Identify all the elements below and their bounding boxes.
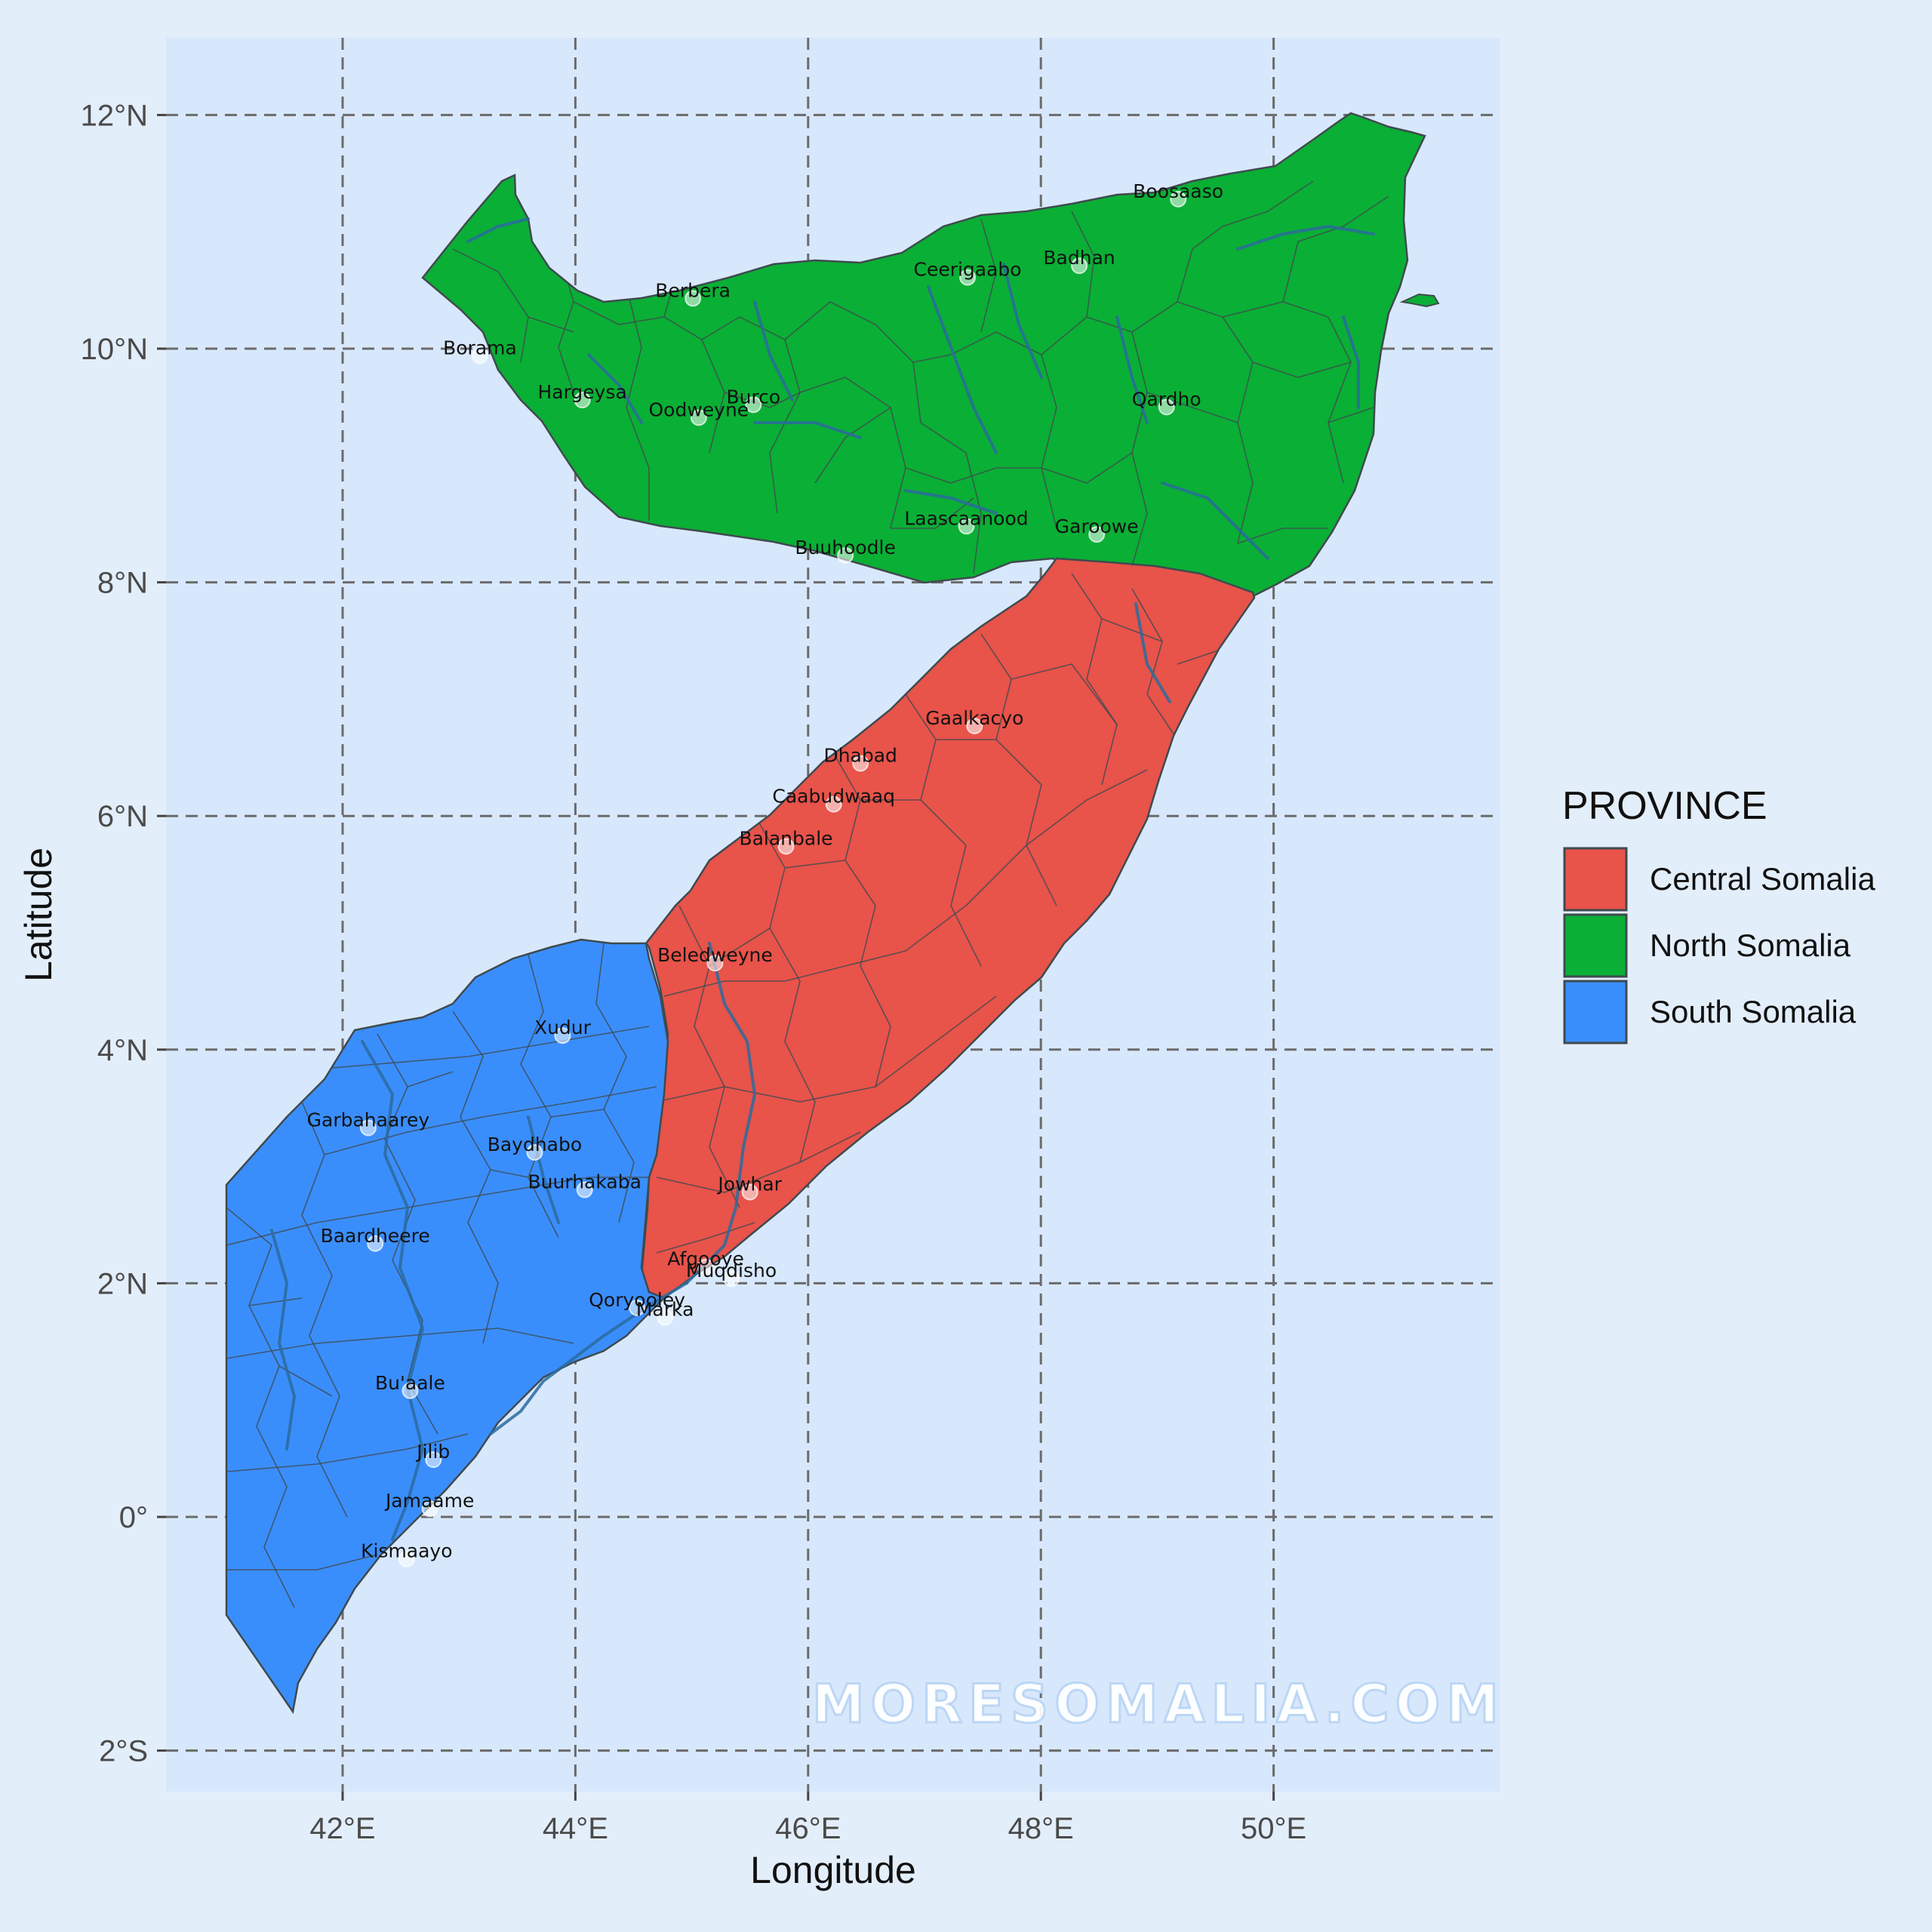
city-label-0: Boosaaso <box>1133 180 1223 202</box>
city-label-11: Buuhoodle <box>795 537 895 558</box>
city-label-2: Ceerigaabo <box>913 259 1021 281</box>
city-label-24: Muqdisho <box>686 1260 777 1281</box>
city-label-26: Marka <box>636 1298 694 1320</box>
y-tick-label-1: 10°N <box>81 333 148 366</box>
city-label-7: Oodweyne <box>649 398 749 420</box>
city-marker-9 <box>958 518 975 535</box>
city-label-21: Jowhar <box>716 1174 782 1195</box>
city-marker-12 <box>966 718 983 735</box>
city-label-9: Laascaanood <box>904 507 1028 529</box>
city-marker-6 <box>745 396 762 414</box>
y-tick-label-6: 0° <box>119 1501 148 1534</box>
city-label-28: Jilib <box>415 1441 450 1463</box>
x-tick-label-3: 48°E <box>1008 1812 1074 1845</box>
country-regions <box>225 112 1426 1715</box>
city-marker-28 <box>425 1451 442 1469</box>
x-tick-label-4: 50°E <box>1241 1812 1306 1845</box>
x-tick-label-0: 42°E <box>309 1812 375 1845</box>
city-label-6: Burco <box>726 386 780 408</box>
city-marker-1 <box>1071 257 1088 275</box>
city-label-5: Hargeysa <box>537 381 626 403</box>
city-label-30: Kismaayo <box>361 1540 452 1562</box>
city-marker-18 <box>359 1119 377 1137</box>
x-tick-label-1: 44°E <box>543 1812 608 1845</box>
city-marker-27 <box>401 1382 419 1399</box>
legend-swatch-south <box>1563 980 1628 1044</box>
city-marker-2 <box>959 269 977 286</box>
y-tick-label-7: 2°S <box>99 1735 148 1768</box>
city-label-25: Qoryooley <box>589 1289 685 1311</box>
axis-ticks: 42°E 44°E 46°E 48°E 50°E 12°N 10°N 8°N 6°N 4°N 2°N… <box>81 99 1307 1845</box>
city-label-13: Dhabad <box>823 745 897 767</box>
city-marker-26 <box>657 1309 674 1326</box>
legend-label-central: Central Somalia <box>1650 861 1875 897</box>
city-label-17: Xudur <box>534 1017 592 1038</box>
city-label-15: Balanbale <box>739 827 832 849</box>
legend-title: PROVINCE <box>1562 784 1767 828</box>
city-label-3: Berbera <box>655 279 731 301</box>
city-marker-15 <box>777 838 795 855</box>
city-marker-17 <box>554 1027 571 1044</box>
city-marker-22 <box>367 1235 384 1252</box>
city-label-27: Bu'aale <box>375 1372 445 1394</box>
city-marker-23 <box>697 1258 715 1275</box>
district-boundaries-central <box>656 573 1223 1254</box>
city-marker-14 <box>825 795 842 813</box>
city-label-1: Badhan <box>1043 247 1115 269</box>
city-marker-8 <box>1158 398 1175 416</box>
city-marker-30 <box>398 1550 415 1567</box>
city-marker-5 <box>574 392 591 409</box>
city-marker-4 <box>471 347 488 365</box>
district-boundaries-north <box>452 180 1389 574</box>
city-marker-3 <box>685 290 702 307</box>
city-marker-7 <box>690 409 707 426</box>
socotra-tip <box>1399 293 1440 308</box>
legend-label-north: North Somalia <box>1650 928 1851 963</box>
city-label-10: Garoowe <box>1055 515 1139 537</box>
city-label-12: Gaalkacyo <box>925 707 1023 729</box>
city-label-8: Qardho <box>1132 388 1201 410</box>
y-axis-title: Latitude <box>17 848 60 982</box>
city-label-16: Beledweyne <box>657 944 773 966</box>
city-marker-24 <box>723 1270 740 1287</box>
y-tick-label-5: 2°N <box>97 1267 148 1300</box>
x-axis-title: Longitude <box>750 1849 916 1891</box>
city-markers: Boosaaso Badhan Ceerigaabo Berbera Borama Har… <box>307 180 1223 1567</box>
region-south-somalia <box>225 938 669 1715</box>
region-north-somalia <box>421 112 1426 598</box>
legend-label-south: South Somalia <box>1650 994 1857 1029</box>
city-marker-25 <box>629 1299 646 1316</box>
city-marker-0 <box>1170 190 1187 208</box>
y-tick-label-4: 4°N <box>97 1034 148 1067</box>
city-marker-16 <box>706 955 724 972</box>
city-marker-10 <box>1088 526 1106 543</box>
city-marker-11 <box>837 546 854 564</box>
x-tick-label-2: 46°E <box>775 1812 841 1845</box>
city-marker-19 <box>526 1144 543 1161</box>
city-marker-13 <box>852 755 869 772</box>
legend-swatch-central <box>1563 847 1628 912</box>
y-tick-label-0: 12°N <box>81 99 148 132</box>
city-label-22: Baardheere <box>321 1225 430 1247</box>
city-label-19: Baydhabo <box>488 1134 582 1155</box>
city-marker-29 <box>421 1500 438 1518</box>
legend-swatch-north <box>1563 913 1628 978</box>
y-tick-label-3: 6°N <box>97 800 148 833</box>
city-marker-20 <box>576 1181 593 1198</box>
city-label-18: Garbahaarey <box>307 1109 430 1131</box>
legend: PROVINCE Central Somalia North Somalia S… <box>1562 784 1875 1044</box>
city-marker-21 <box>741 1183 758 1201</box>
watermark: MORESOMALIA.COM <box>812 1673 1505 1735</box>
city-label-29: Jamaame <box>384 1490 474 1512</box>
city-label-14: Caabudwaaq <box>772 786 895 808</box>
city-label-23: Afgooye <box>667 1248 744 1270</box>
city-label-20: Buurhakaba <box>528 1171 641 1193</box>
y-tick-label-2: 8°N <box>97 567 148 600</box>
city-label-4: Borama <box>443 337 517 358</box>
